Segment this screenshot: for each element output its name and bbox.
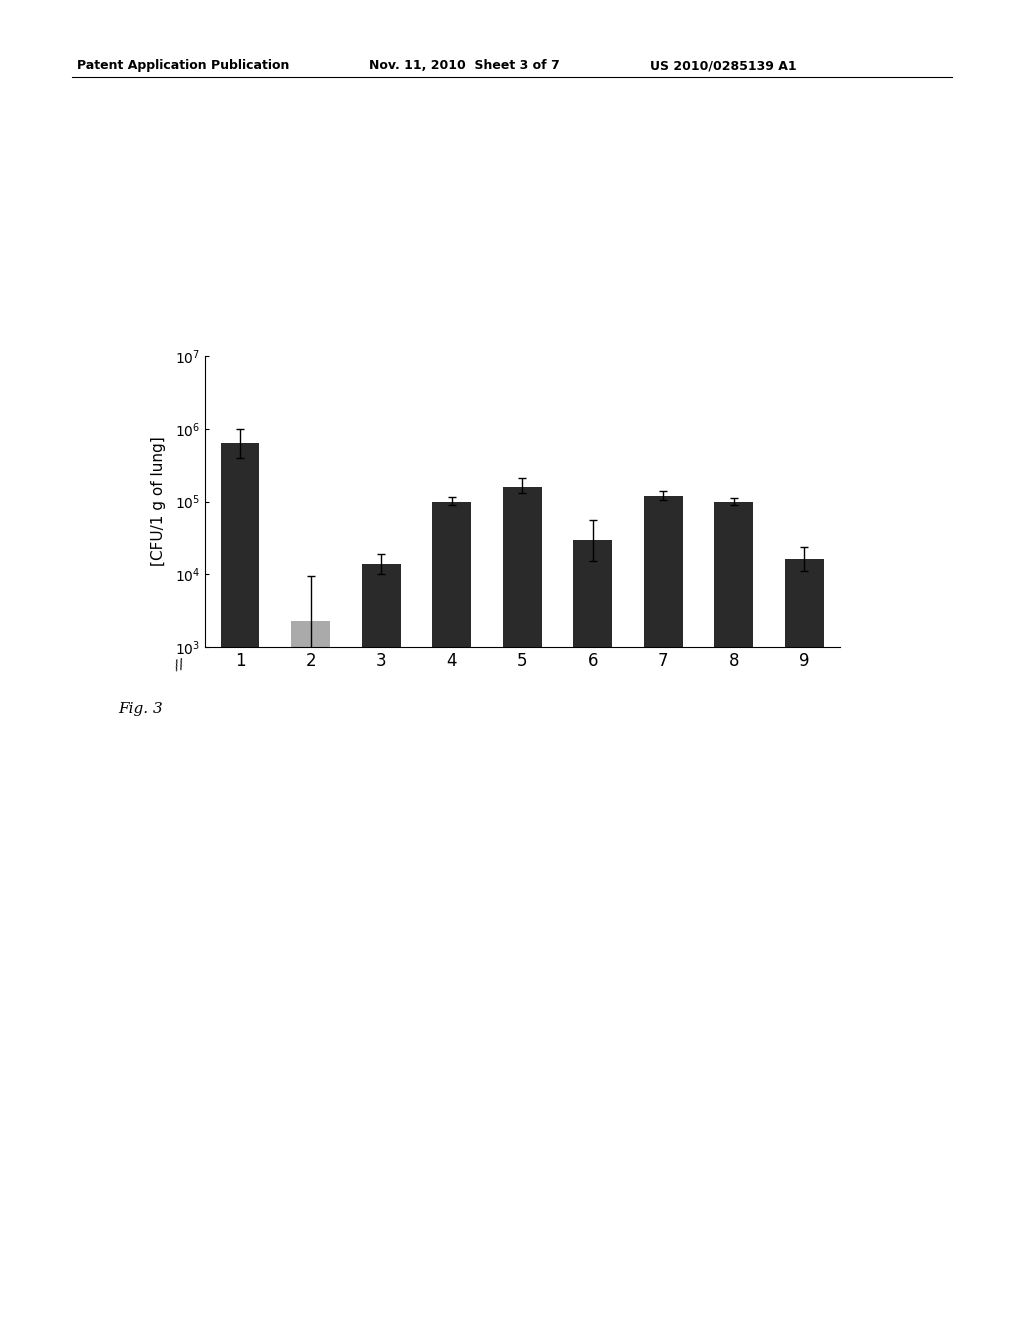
Text: //: // [173,656,185,672]
Bar [361,564,400,1320]
Text: Patent Application Publication: Patent Application Publication [77,59,289,73]
Bar [221,442,259,1320]
Bar [644,496,683,1320]
Text: Nov. 11, 2010  Sheet 3 of 7: Nov. 11, 2010 Sheet 3 of 7 [369,59,559,73]
Bar [432,502,471,1320]
Text: Fig. 3: Fig. 3 [118,702,163,717]
Text: US 2010/0285139 A1: US 2010/0285139 A1 [650,59,797,73]
Y-axis label: [CFU/1 g of lung]: [CFU/1 g of lung] [152,437,166,566]
Bar [573,540,612,1320]
Bar [715,502,754,1320]
Bar [785,560,824,1320]
Bar [503,487,542,1320]
Bar [291,620,330,1320]
